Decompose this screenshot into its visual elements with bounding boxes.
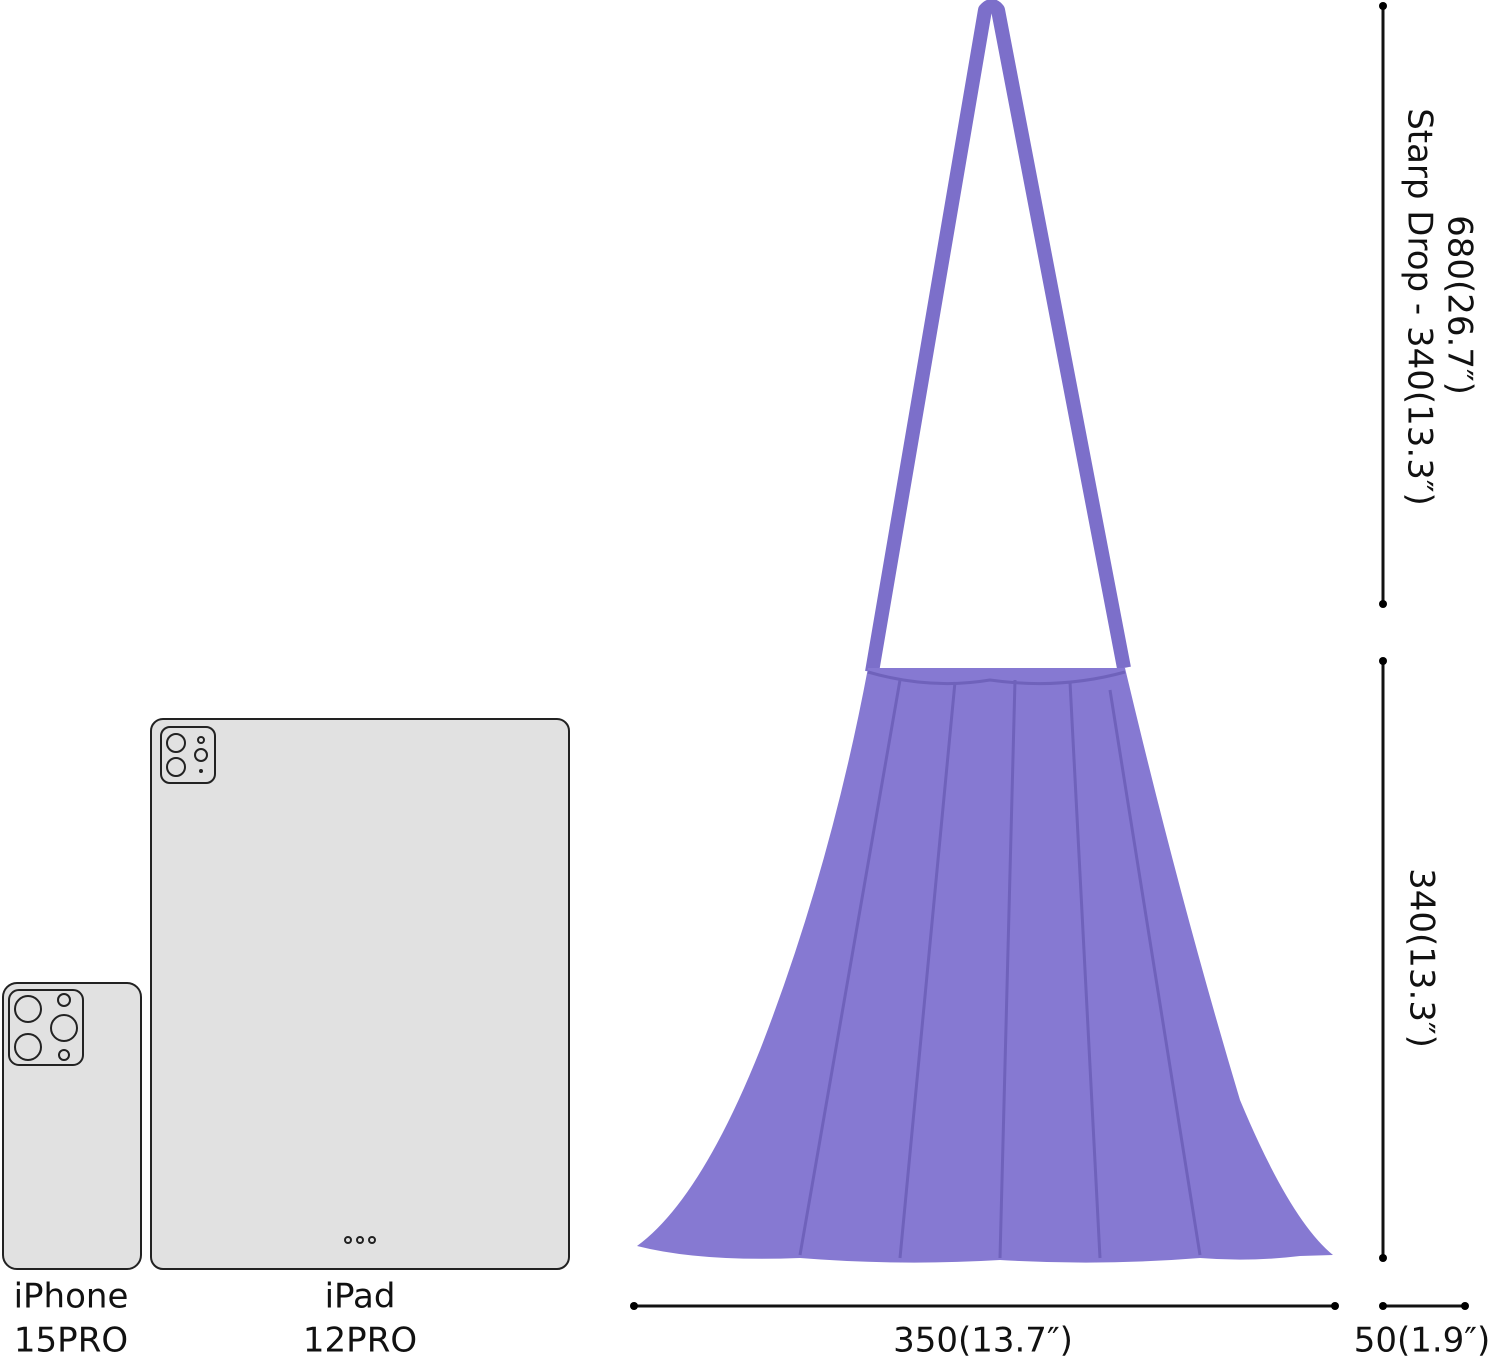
depth-label: 50(1.9″) bbox=[1354, 1321, 1491, 1361]
device-name: iPhone bbox=[14, 1277, 129, 1317]
iphone-outline bbox=[2, 982, 142, 1270]
strap-drop-label: Starp Drop - 340(13.3″) bbox=[1400, 108, 1440, 506]
dimension-lines bbox=[630, 2, 1469, 1310]
ipad-outline bbox=[150, 718, 570, 1270]
device-name: iPad bbox=[325, 1277, 396, 1317]
width-label: 350(13.7″) bbox=[893, 1321, 1073, 1361]
height-label: 340(13.3″) bbox=[1402, 868, 1442, 1048]
device-model: 12PRO bbox=[303, 1321, 417, 1361]
device-model: 15PRO bbox=[14, 1321, 128, 1361]
strap-total-label: 680(26.7″) bbox=[1440, 215, 1480, 395]
bag bbox=[637, 0, 1333, 1263]
